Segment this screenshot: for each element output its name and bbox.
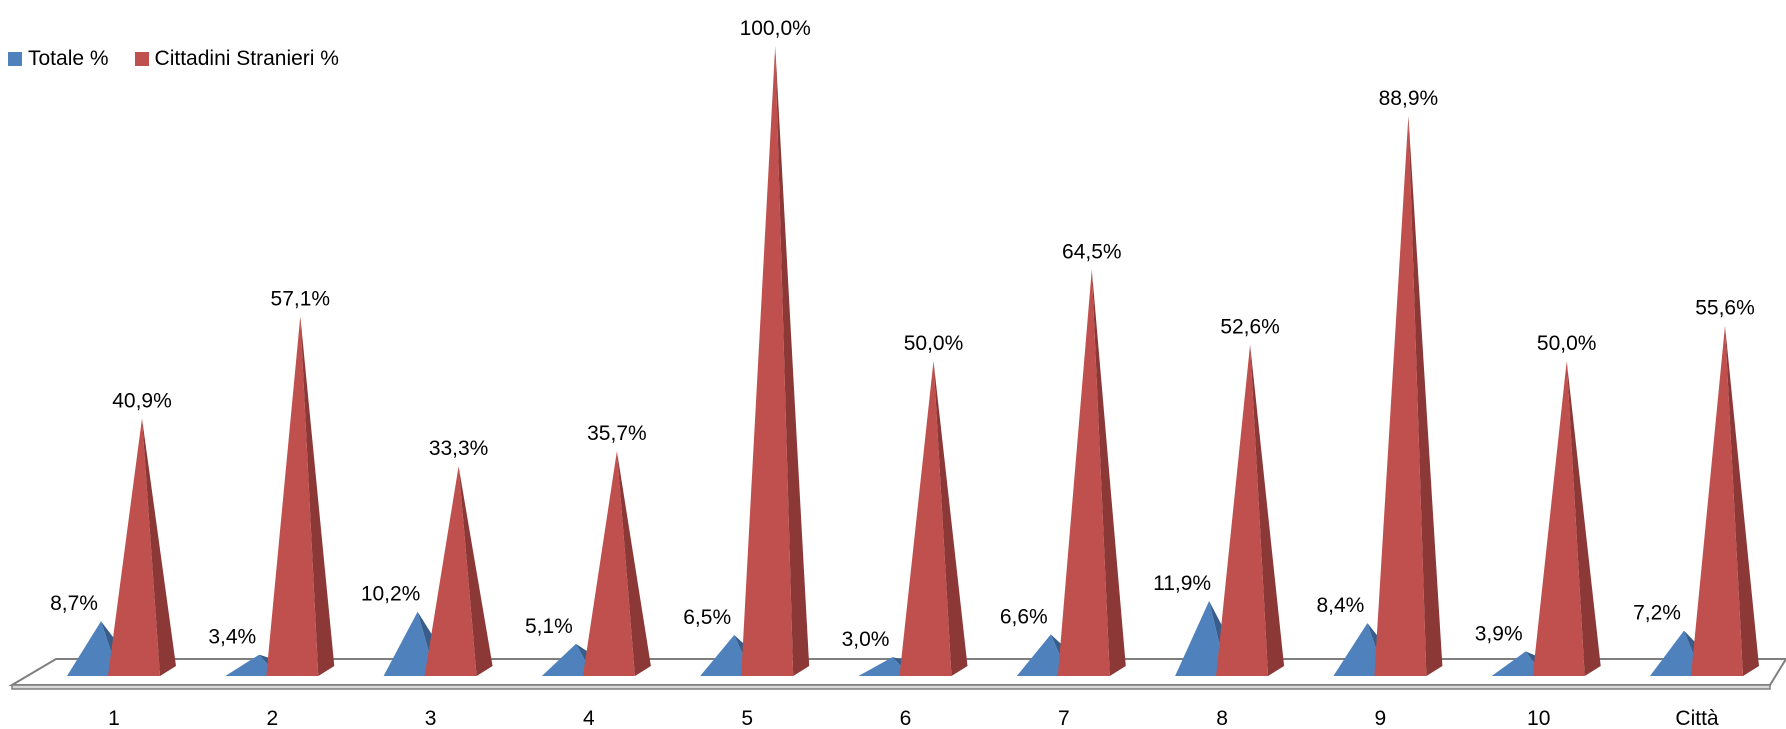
bar-stranieri-Città: 55,6% <box>1691 297 1759 676</box>
data-label: 6,6% <box>1000 605 1048 628</box>
bar-side <box>616 451 651 676</box>
legend-item-totale: Totale % <box>8 47 109 71</box>
bar-front <box>1650 630 1702 676</box>
bar-stranieri-3: 33,3% <box>424 437 493 676</box>
bar-side <box>458 466 493 676</box>
data-label: 3,4% <box>208 626 256 649</box>
data-label: 5,1% <box>525 615 573 638</box>
data-label: 40,9% <box>112 389 172 412</box>
bar-side <box>300 316 335 676</box>
floor-front <box>11 684 1771 690</box>
data-label: 57,1% <box>271 287 331 310</box>
bar-front <box>1374 115 1427 677</box>
bar-stranieri-8: 52,6% <box>1216 316 1285 676</box>
bar-side <box>142 418 176 676</box>
bar-side <box>933 361 968 676</box>
chart-marks: 8,7% 40,9% 3,4% 57,1% 10,2% 33,3% 5,1% 35,7% 6,5… <box>50 17 1759 677</box>
legend-swatch-totale <box>8 52 22 66</box>
bar-side <box>1725 325 1759 676</box>
bar-front <box>108 418 160 676</box>
chart-legend: Totale % Cittadini Stranieri % <box>8 47 365 71</box>
bar-side <box>1408 115 1443 677</box>
x-tick-label: 7 <box>1058 707 1070 729</box>
bar-side <box>775 46 810 676</box>
bar-stranieri-10: 50,0% <box>1532 332 1601 676</box>
data-label: 11,9% <box>1153 572 1211 595</box>
data-label: 3,0% <box>842 628 890 651</box>
x-tick-label: 10 <box>1527 707 1550 729</box>
bar-stranieri-7: 64,5% <box>1057 241 1126 676</box>
bar-front <box>67 621 119 676</box>
data-label: 52,6% <box>1220 316 1280 339</box>
x-tick-label: 3 <box>425 707 437 729</box>
data-label: 8,7% <box>50 592 98 615</box>
x-tick-label: 2 <box>266 707 278 729</box>
data-label: 3,9% <box>1475 622 1523 645</box>
bar-stranieri-2: 57,1% <box>266 287 335 676</box>
data-label: 8,4% <box>1316 594 1364 617</box>
bar-stranieri-5: 100,0% <box>740 17 811 676</box>
data-label: 50,0% <box>1537 332 1597 355</box>
legend-swatch-stranieri <box>134 52 149 66</box>
bar-stranieri-4: 35,7% <box>582 422 651 676</box>
bar-front <box>1491 651 1544 676</box>
bar-stranieri-6: 50,0% <box>899 332 968 676</box>
bar-side <box>1250 344 1285 676</box>
bar-front <box>383 611 436 676</box>
x-tick-label: Città <box>1675 707 1719 729</box>
x-tick-label: 9 <box>1375 707 1387 729</box>
bar-front <box>899 361 952 676</box>
bar-front <box>1216 344 1269 676</box>
bar-stranieri-9: 88,9% <box>1374 87 1443 677</box>
bar-front <box>266 316 319 676</box>
bar-front <box>1057 269 1110 676</box>
data-label: 100,0% <box>740 17 811 40</box>
data-label: 88,9% <box>1379 87 1439 110</box>
bar-side <box>1091 269 1126 676</box>
legend-label-totale: Totale % <box>28 47 109 70</box>
data-label: 64,5% <box>1062 241 1122 264</box>
bar-front <box>700 635 753 676</box>
legend-label-stranieri: Cittadini Stranieri % <box>154 47 339 70</box>
data-label: 33,3% <box>429 437 489 460</box>
x-tick-label: 5 <box>741 707 753 729</box>
data-label: 50,0% <box>904 332 964 355</box>
bar-front <box>541 643 594 676</box>
x-tick-label: 4 <box>583 707 595 729</box>
data-label: 55,6% <box>1695 297 1755 320</box>
bar-front <box>1175 601 1228 676</box>
x-tick-label: 6 <box>900 707 912 729</box>
data-label: 7,2% <box>1633 602 1681 625</box>
bar-front <box>741 46 794 676</box>
legend-item-stranieri: Cittadini Stranieri % <box>134 47 339 71</box>
x-axis-ticks: 1 2 3 4 5 6 7 8 9 10 Città <box>108 707 1719 729</box>
bar-front <box>1691 325 1743 676</box>
bar-front <box>1333 623 1386 676</box>
bar-totale-5: 6,5% <box>683 606 769 676</box>
bar-side <box>1566 361 1601 676</box>
bar-front <box>1532 361 1585 676</box>
bar-front <box>1016 634 1069 676</box>
bar-front <box>858 657 911 676</box>
data-label: 35,7% <box>587 422 647 445</box>
bar-stranieri-1: 40,9% <box>108 389 176 676</box>
data-label: 6,5% <box>683 606 731 629</box>
bar-front <box>582 451 635 676</box>
x-tick-label: 8 <box>1216 707 1228 729</box>
bar-front <box>424 466 477 676</box>
data-label: 10,2% <box>361 583 421 606</box>
x-tick-label: 1 <box>108 707 120 729</box>
bar-front <box>225 654 278 676</box>
